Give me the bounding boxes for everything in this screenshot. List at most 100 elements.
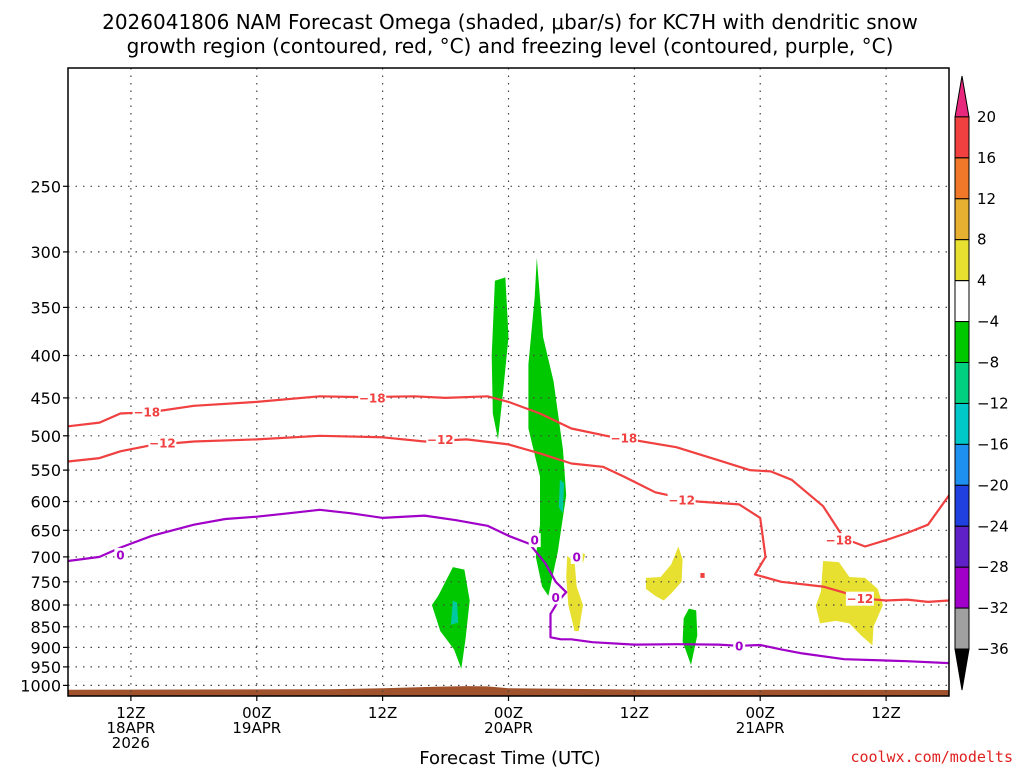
plot-content: −18 −18 −18 −18 −12 −12 −12 −12 0 0 0 0 0	[68, 68, 949, 696]
x-tick-label-6-1: 18APR	[106, 719, 155, 737]
x-tick-label-18-0: 00Z	[242, 704, 271, 722]
y-tick-label-800: 800	[30, 596, 61, 615]
colorbar-label-11: −28	[977, 558, 1009, 576]
colorbar-bin-7	[954, 362, 970, 404]
omega-green-4	[682, 608, 698, 665]
contour-label-9: 0	[531, 534, 539, 548]
contour-label-6: −12	[668, 494, 695, 508]
colorbar-bin-13	[954, 607, 970, 650]
x-tick-label-66-1: 21APR	[736, 719, 785, 737]
y-tick-label-450: 450	[30, 389, 61, 408]
colorbar-bin-0	[954, 75, 970, 118]
colorbar: 20 16 12 8 4 −4 −8 −12 −16 −20 −24 −28 −32 −36	[954, 75, 1009, 691]
y-tick-label-650: 650	[30, 521, 61, 540]
colorbar-bin-1	[954, 116, 970, 159]
colorbar-label-4: 4	[977, 272, 987, 290]
chart-title-line-2: growth region (contoured, red, °C) and f…	[127, 34, 894, 58]
y-tick-label-400: 400	[30, 347, 61, 366]
contour-label-11: 0	[573, 550, 581, 564]
contour-label-7: −12	[847, 592, 874, 606]
plot-background	[68, 68, 949, 696]
colorbar-bin-5	[954, 280, 970, 323]
contour-label-bg-4	[148, 435, 177, 450]
omega-green-2	[528, 257, 567, 596]
omega-green-3	[431, 567, 470, 669]
colorbar-bin-12	[954, 566, 970, 609]
colorbar-label-5: −4	[977, 313, 999, 331]
y-tick-label-750: 750	[30, 573, 61, 592]
colorbar-label-0: 20	[977, 108, 996, 126]
contour-label-bg-1	[358, 390, 387, 405]
x-tick-label-30-0: 12Z	[368, 704, 397, 722]
contour-label-8: 0	[116, 548, 124, 562]
omega-red-dot	[700, 573, 705, 578]
x-axis-label: Forecast Time (UTC)	[419, 748, 600, 768]
colorbar-label-1: 16	[977, 149, 996, 167]
colorbar-bin-8	[954, 403, 970, 445]
contour-label-bg-9	[528, 533, 541, 548]
omega-teal-2	[450, 600, 459, 625]
plot-area: −18 −18 −18 −18 −12 −12 −12 −12 0 0 0 0 0 250 300 350 40…	[20, 67, 950, 752]
omega-yellow-1	[566, 555, 583, 632]
contour-label-5: −12	[427, 433, 454, 447]
omega-yellow-2	[645, 546, 683, 601]
contour-label-2: −18	[611, 432, 638, 446]
contour-label-0: −18	[133, 406, 160, 420]
x-tick-label-42-1: 20APR	[484, 719, 533, 737]
contour-label-bg-6	[667, 493, 696, 508]
y-tick-label-1000: 1000	[20, 676, 61, 695]
x-tick-label-6-0: 12Z	[116, 704, 145, 722]
colorbar-bin-10	[954, 484, 970, 527]
contour-label-10: 0	[552, 591, 560, 605]
colorbar-bin-11	[954, 525, 970, 568]
contour-label-3: −18	[826, 534, 853, 548]
x-tick-label-78-0: 12Z	[871, 704, 900, 722]
y-tick-label-900: 900	[30, 638, 61, 657]
x-tick-label-54-0: 12Z	[620, 704, 649, 722]
contour-label-bg-12	[733, 639, 746, 654]
colorbar-label-12: −32	[977, 599, 1009, 617]
contour-label-bg-10	[549, 590, 562, 605]
contour-label-bg-5	[426, 432, 455, 447]
colorbar-label-13: −36	[977, 640, 1009, 658]
contour-zero	[68, 508, 949, 665]
y-tick-label-700: 700	[30, 548, 61, 567]
omega-teal-1	[558, 479, 565, 514]
x-tick-label-66-0: 00Z	[746, 704, 775, 722]
y-tick-label-850: 850	[30, 618, 61, 637]
colorbar-bin-14	[954, 648, 970, 691]
colorbar-bin-6	[954, 321, 970, 364]
y-tick-label-350: 350	[30, 298, 61, 317]
contour-label-4: −12	[149, 436, 176, 450]
colorbar-label-8: −16	[977, 435, 1009, 453]
colorbar-bin-4	[954, 239, 970, 282]
colorbar-label-7: −12	[977, 395, 1009, 413]
contour-label-12: 0	[735, 640, 743, 654]
colorbar-label-2: 12	[977, 190, 996, 208]
contour-label-bg-3	[824, 533, 853, 548]
x-tick-label-6-2: 2026	[112, 734, 150, 752]
contour-label-bg-2	[609, 431, 638, 445]
colorbar-bin-3	[954, 198, 970, 241]
y-tick-label-600: 600	[30, 493, 61, 512]
colorbar-label-10: −24	[977, 517, 1009, 535]
contour-label-bg-8	[114, 547, 127, 562]
contour-minus12	[68, 434, 949, 603]
colorbar-label-9: −20	[977, 476, 1009, 494]
watermark: coolwx.com/modelts	[850, 748, 1013, 766]
y-tick-label-300: 300	[30, 243, 61, 262]
x-tick-label-42-0: 00Z	[494, 704, 523, 722]
contour-label-bg-11	[570, 549, 583, 564]
x-tick-label-18-1: 19APR	[232, 719, 281, 737]
colorbar-bin-9	[954, 443, 970, 486]
y-tick-label-250: 250	[30, 177, 61, 196]
colorbar-label-6: −8	[977, 354, 999, 372]
colorbar-label-3: 8	[977, 231, 987, 249]
contour-label-1: −18	[359, 391, 386, 405]
colorbar-bin-2	[954, 157, 970, 200]
contour-label-bg-7	[845, 591, 874, 606]
y-tick-label-500: 500	[30, 427, 61, 446]
contour-label-bg-0	[132, 405, 161, 419]
chart-title-line-1: 2026041806 NAM Forecast Omega (shaded, μ…	[102, 10, 918, 34]
